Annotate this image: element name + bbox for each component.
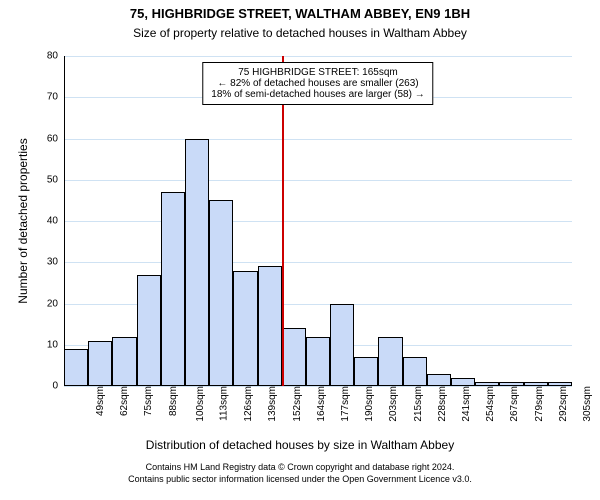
x-tick: 49sqm xyxy=(91,386,106,416)
x-tick: 215sqm xyxy=(408,386,423,422)
plot-area: 0102030405060708049sqm62sqm75sqm88sqm100… xyxy=(64,56,572,386)
x-tick: 241sqm xyxy=(457,386,472,422)
bar xyxy=(185,139,209,387)
x-tick: 164sqm xyxy=(312,386,327,422)
bar xyxy=(137,275,161,386)
x-tick: 190sqm xyxy=(360,386,375,422)
chart-title-sub: Size of property relative to detached ho… xyxy=(0,26,600,40)
x-axis-label: Distribution of detached houses by size … xyxy=(0,438,600,452)
bar xyxy=(64,349,88,386)
annotation-line: 75 HIGHBRIDGE STREET: 165sqm xyxy=(211,67,424,78)
x-tick: 75sqm xyxy=(139,386,154,416)
y-tick: 80 xyxy=(47,51,64,62)
bar xyxy=(306,337,330,387)
x-tick: 267sqm xyxy=(505,386,520,422)
x-tick: 62sqm xyxy=(115,386,130,416)
bar xyxy=(282,328,306,386)
reference-line xyxy=(282,56,284,386)
grid-line xyxy=(64,180,572,181)
x-tick: 100sqm xyxy=(191,386,206,422)
y-tick: 30 xyxy=(47,257,64,268)
bar xyxy=(88,341,112,386)
x-tick: 203sqm xyxy=(384,386,399,422)
x-tick: 126sqm xyxy=(239,386,254,422)
x-tick: 152sqm xyxy=(287,386,302,422)
chart-title-main: 75, HIGHBRIDGE STREET, WALTHAM ABBEY, EN… xyxy=(0,6,600,21)
y-axis-label: Number of detached properties xyxy=(16,56,30,386)
x-tick: 88sqm xyxy=(164,386,179,416)
bar xyxy=(112,337,136,387)
bar xyxy=(403,357,427,386)
grid-line xyxy=(64,262,572,263)
bar xyxy=(378,337,402,387)
x-tick: 139sqm xyxy=(263,386,278,422)
grid-line xyxy=(64,56,572,57)
grid-line xyxy=(64,139,572,140)
x-tick: 254sqm xyxy=(481,386,496,422)
bar xyxy=(233,271,257,387)
annotation-line: ← 82% of detached houses are smaller (26… xyxy=(211,78,424,89)
x-tick: 279sqm xyxy=(529,386,544,422)
y-axis-line xyxy=(64,56,65,386)
y-tick: 40 xyxy=(47,216,64,227)
grid-line xyxy=(64,221,572,222)
chart-footer: Contains HM Land Registry data © Crown c… xyxy=(0,462,600,485)
y-tick: 60 xyxy=(47,133,64,144)
x-axis-line xyxy=(64,385,572,386)
y-tick: 0 xyxy=(52,381,64,392)
bar xyxy=(209,200,233,386)
x-tick: 177sqm xyxy=(336,386,351,422)
x-tick: 305sqm xyxy=(578,386,593,422)
x-tick: 292sqm xyxy=(553,386,568,422)
bar xyxy=(354,357,378,386)
y-tick: 50 xyxy=(47,174,64,185)
footer-line-2: Contains public sector information licen… xyxy=(0,474,600,486)
x-tick: 228sqm xyxy=(433,386,448,422)
annotation-line: 18% of semi-detached houses are larger (… xyxy=(211,89,424,100)
annotation-box: 75 HIGHBRIDGE STREET: 165sqm← 82% of det… xyxy=(202,62,433,105)
bar xyxy=(161,192,185,386)
y-tick: 70 xyxy=(47,92,64,103)
y-tick: 10 xyxy=(47,339,64,350)
bar xyxy=(258,266,282,386)
bar xyxy=(330,304,354,387)
footer-line-1: Contains HM Land Registry data © Crown c… xyxy=(0,462,600,474)
x-tick: 113sqm xyxy=(214,386,229,421)
property-size-chart: 75, HIGHBRIDGE STREET, WALTHAM ABBEY, EN… xyxy=(0,0,600,500)
y-tick: 20 xyxy=(47,298,64,309)
